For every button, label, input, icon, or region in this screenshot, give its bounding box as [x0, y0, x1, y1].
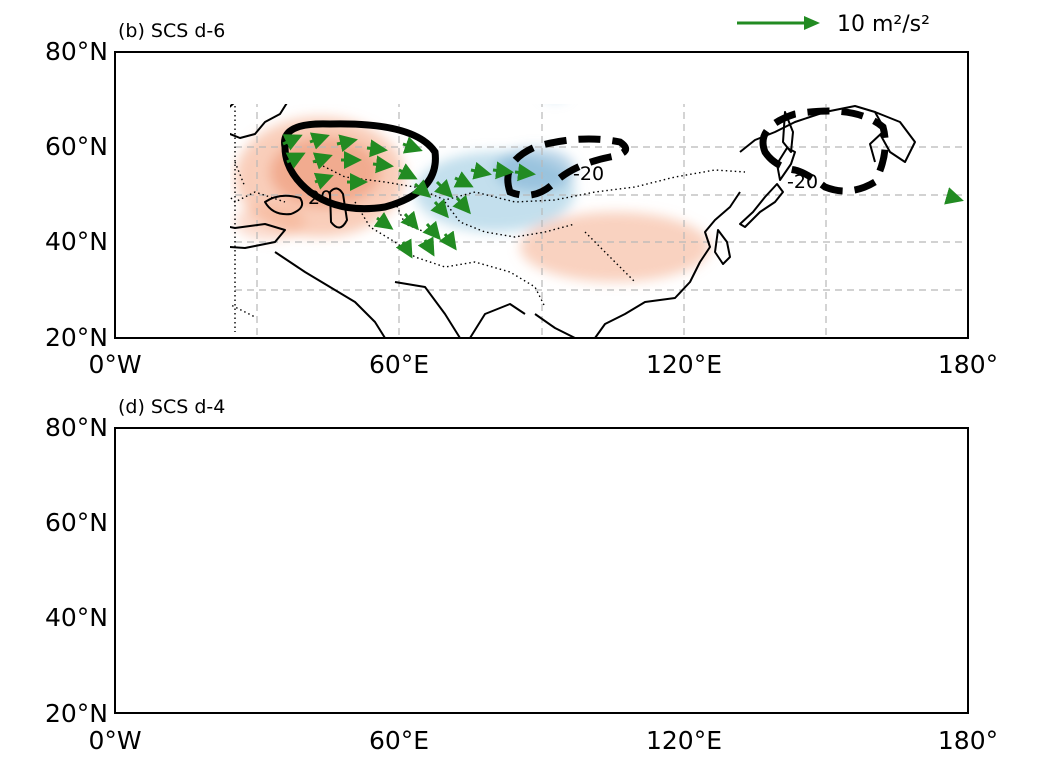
y-tick-label: 20°N [45, 699, 108, 728]
plot-frame [114, 51, 969, 339]
x-tick-label: 180° [938, 350, 998, 379]
contour-label: -20 [573, 163, 604, 185]
contour-label: 20 [308, 187, 332, 209]
legend-label: 10 m²/s² [837, 12, 930, 37]
x-tick-label: 0°W [88, 350, 141, 379]
y-tick-label: 40°N [45, 603, 108, 632]
contour-label: -20 [787, 171, 818, 193]
contour-label: 20 [380, 563, 404, 585]
negative-contour [564, 485, 854, 560]
legend: 10 m²/s² [737, 12, 930, 37]
wave-flux-vectors [282, 132, 964, 259]
country-borders [115, 428, 745, 708]
panel-b: (b) SCS d-6 [45, 20, 998, 379]
y-tick-label: 80°N [45, 37, 108, 66]
panel-title: (b) SCS d-6 [118, 20, 225, 42]
x-tick-label: 60°E [369, 726, 429, 755]
coastlines [115, 436, 968, 714]
contours [329, 485, 853, 640]
positive-contour [604, 599, 684, 640]
y-tick-label: 40°N [45, 227, 108, 256]
anomaly-shading [245, 470, 871, 683]
x-tick-label: 120°E [646, 726, 722, 755]
map-area: 20 -20 -20 [230, 104, 969, 339]
y-axis: 80°N 60°N 40°N 20°N [45, 37, 108, 352]
y-axis: 80°N 60°N 40°N 20°N [45, 413, 108, 728]
x-tick-label: 180° [938, 726, 998, 755]
x-axis: 0°W 60°E 120°E 180° [88, 350, 998, 379]
positive-contour [281, 120, 439, 213]
x-axis: 0°W 60°E 120°E 180° [88, 726, 998, 755]
contour-label: -20 [685, 546, 716, 568]
y-tick-label: 60°N [45, 508, 108, 537]
legend-arrowhead [804, 16, 820, 30]
panel-title: (d) SCS d-4 [118, 396, 225, 418]
x-tick-label: 120°E [646, 350, 722, 379]
map-area: 20 -20 20 [115, 428, 968, 714]
y-tick-label: 20°N [45, 323, 108, 352]
plot-frame [114, 427, 969, 714]
x-tick-label: 60°E [369, 350, 429, 379]
positive-contour [329, 494, 468, 573]
wave-flux-vectors [350, 496, 603, 574]
contours [281, 107, 889, 213]
y-tick-label: 80°N [45, 413, 108, 442]
anomaly-shading [235, 117, 710, 282]
negative-contour [759, 107, 889, 195]
gridlines [115, 428, 968, 713]
contour-label: 20 [630, 635, 654, 657]
y-tick-label: 60°N [45, 132, 108, 161]
negative-contour [504, 135, 629, 199]
x-tick-label: 0°W [88, 726, 141, 755]
panel-d: (d) SCS d-4 [45, 396, 998, 755]
